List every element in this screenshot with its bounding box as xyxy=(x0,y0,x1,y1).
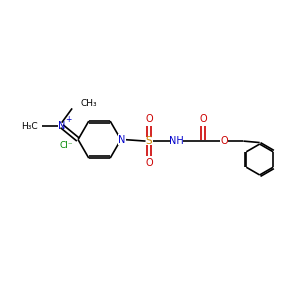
Text: S: S xyxy=(146,136,152,146)
Text: CH₃: CH₃ xyxy=(80,99,97,108)
Text: O: O xyxy=(220,136,228,146)
Text: N: N xyxy=(58,121,65,131)
Text: O: O xyxy=(145,158,153,168)
Text: H₃C: H₃C xyxy=(21,122,38,131)
Text: O: O xyxy=(145,114,153,124)
Text: +: + xyxy=(65,115,71,124)
Text: Cl⁻: Cl⁻ xyxy=(59,141,73,150)
Text: NH: NH xyxy=(169,136,184,146)
Text: N: N xyxy=(118,135,125,145)
Text: O: O xyxy=(200,114,207,124)
